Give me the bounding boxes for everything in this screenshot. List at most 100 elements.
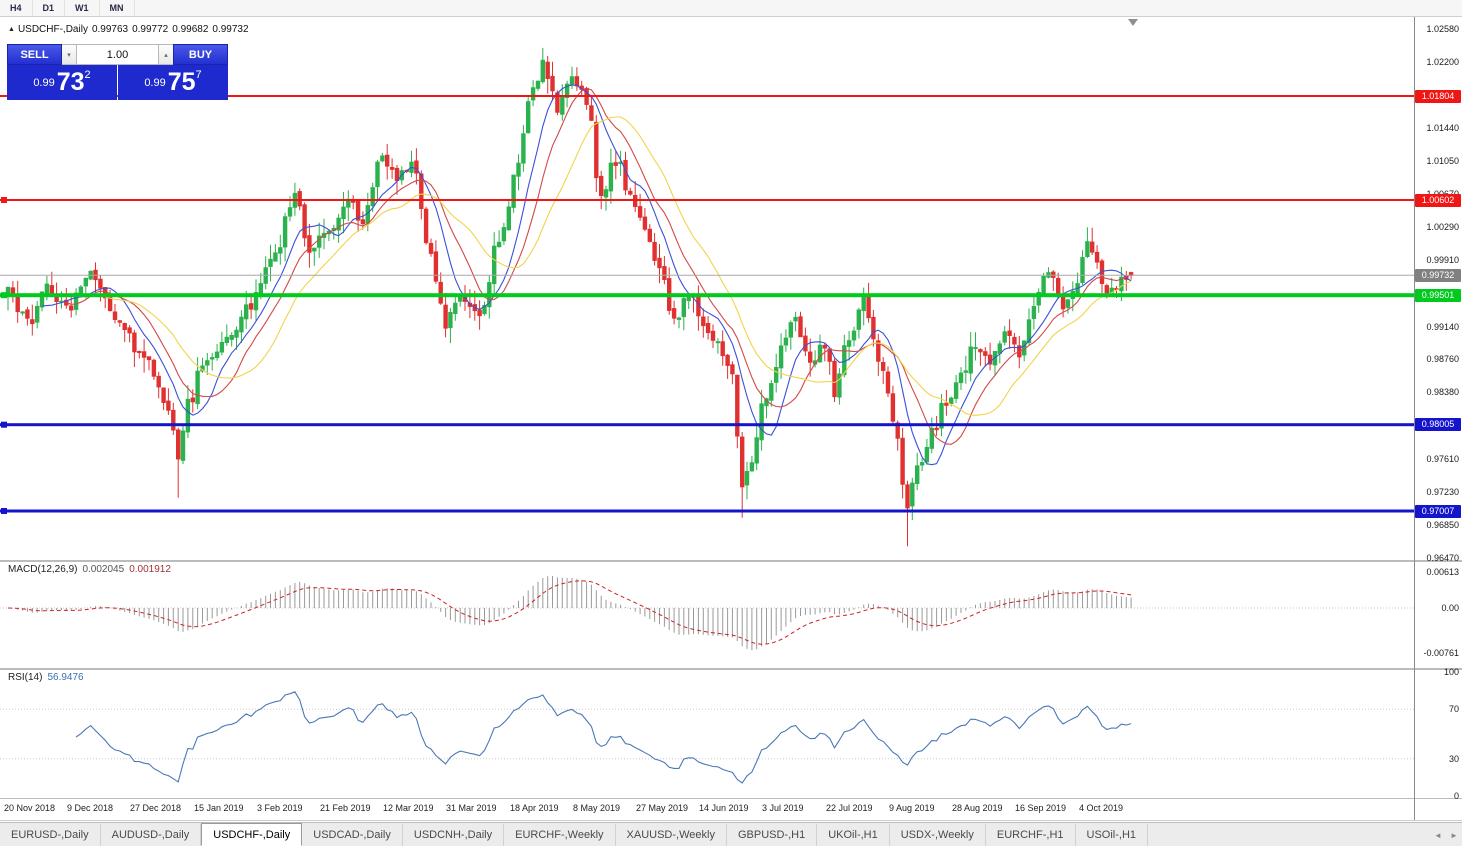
date-label: 20 Nov 2018 bbox=[4, 803, 56, 813]
sell-price-prefix: 0.99 bbox=[33, 76, 55, 89]
date-label: 9 Aug 2019 bbox=[889, 803, 935, 813]
price-tick: 1.00290 bbox=[1426, 222, 1459, 232]
volume-increase-button[interactable]: ▴ bbox=[159, 44, 173, 65]
buy-button[interactable]: BUY bbox=[173, 44, 228, 65]
ma-line-21 bbox=[105, 116, 1132, 416]
buy-price-pipette: 7 bbox=[195, 69, 202, 81]
symbol-tab-usdchf[interactable]: USDCHF-,Daily bbox=[201, 823, 303, 846]
buy-price-prefix: 0.99 bbox=[144, 76, 166, 89]
price-tick: 1.02580 bbox=[1426, 23, 1459, 34]
ohlc-open: 0.99763 bbox=[91, 24, 129, 35]
symbol-tab-usdcad[interactable]: USDCAD-,Daily bbox=[302, 824, 403, 846]
date-label: 14 Jun 2019 bbox=[699, 803, 749, 813]
buy-price-display[interactable]: 0.99 75 7 bbox=[118, 65, 228, 100]
timeframe-button-mn[interactable]: MN bbox=[100, 0, 135, 16]
symbol-tab-audusd[interactable]: AUDUSD-,Daily bbox=[101, 824, 202, 846]
symbol-tab-usdcnh[interactable]: USDCNH-,Daily bbox=[403, 824, 505, 846]
symbol-tabbar: EURUSD-,Daily AUDUSD-,Daily USDCHF-,Daily U… bbox=[0, 822, 1462, 846]
sell-price-pipette: 2 bbox=[84, 69, 91, 81]
symbol-tab-usoil[interactable]: USOil-,H1 bbox=[1076, 824, 1149, 846]
volume-input[interactable] bbox=[76, 44, 159, 65]
price-line-badge: 1.01804 bbox=[1415, 89, 1461, 103]
macd-label: MACD(12,26,9) 0.002045 0.001912 bbox=[8, 564, 171, 575]
sell-price-big: 73 bbox=[56, 68, 85, 96]
rsi-line bbox=[75, 691, 1132, 784]
macd-histogram bbox=[12, 576, 1132, 651]
macd-indicator bbox=[0, 576, 1414, 651]
price-tick: 0.98760 bbox=[1426, 354, 1459, 365]
symbol-tab-xauusd[interactable]: XAUUSD-,Weekly bbox=[616, 824, 727, 846]
date-label: 3 Jul 2019 bbox=[762, 803, 804, 813]
timeframe-button-h4[interactable]: H4 bbox=[0, 0, 33, 16]
price-tick: 0.98380 bbox=[1426, 387, 1459, 398]
line-handle[interactable] bbox=[1, 421, 7, 428]
chart-shift-marker-icon bbox=[1128, 19, 1138, 26]
date-label: 3 Feb 2019 bbox=[257, 803, 303, 813]
ma-line-13 bbox=[66, 87, 1132, 445]
line-handle[interactable] bbox=[1, 292, 7, 299]
line-handle[interactable] bbox=[1, 508, 7, 514]
volume-decrease-button[interactable]: ▾ bbox=[62, 44, 76, 65]
horizontal-line[interactable] bbox=[0, 293, 1414, 298]
date-label: 12 Mar 2019 bbox=[383, 803, 434, 813]
rsi-axis-tick: 100 bbox=[1443, 667, 1459, 677]
tab-scroll-left-icon[interactable]: ◄ bbox=[1430, 824, 1446, 846]
moving-average-lines bbox=[41, 84, 1132, 466]
macd-signal-line bbox=[7, 580, 1132, 645]
price-tick: 0.99140 bbox=[1426, 321, 1459, 332]
price-tick: 0.97230 bbox=[1426, 486, 1459, 497]
symbol-tab-eurchf[interactable]: EURCHF-,Weekly bbox=[504, 824, 616, 846]
macd-main-value: 0.002045 bbox=[82, 564, 125, 575]
buy-price-big: 75 bbox=[167, 68, 196, 96]
price-tick: 0.99910 bbox=[1426, 254, 1459, 265]
price-tick: 0.96850 bbox=[1426, 519, 1459, 530]
macd-axis-tick: -0.00761 bbox=[1423, 648, 1459, 658]
current-price-badge: 0.99732 bbox=[1415, 268, 1461, 282]
tab-scroll-right-icon[interactable]: ► bbox=[1446, 824, 1462, 846]
symbol-tab-ukoil[interactable]: UKOil-,H1 bbox=[817, 824, 890, 846]
symbol-tab-eurusd[interactable]: EURUSD-,Daily bbox=[0, 824, 101, 846]
price-tick: 1.01050 bbox=[1426, 156, 1459, 167]
price-line-badge: 0.97007 bbox=[1415, 504, 1461, 518]
rsi-axis-tick: 0 bbox=[1453, 791, 1459, 801]
timeframe-button-w1[interactable]: W1 bbox=[65, 0, 100, 16]
price-tick: 1.02200 bbox=[1426, 56, 1459, 67]
date-label: 8 May 2019 bbox=[573, 803, 621, 813]
horizontal-line[interactable] bbox=[0, 95, 1414, 97]
expand-icon: ▲ bbox=[8, 26, 15, 33]
horizontal-lines bbox=[0, 95, 1414, 514]
sell-price-display[interactable]: 0.99 73 2 bbox=[7, 65, 117, 100]
timeframe-toolbar: H4 D1 W1 MN bbox=[0, 0, 1462, 17]
date-label: 22 Jul 2019 bbox=[826, 803, 873, 813]
line-handle[interactable] bbox=[1, 197, 7, 203]
one-click-trading-panel: SELL ▾ ▴ BUY 0.99 73 2 0.99 75 7 bbox=[7, 44, 228, 100]
sell-button[interactable]: SELL bbox=[7, 44, 62, 65]
price-line-badge: 0.99501 bbox=[1415, 288, 1461, 302]
horizontal-line[interactable] bbox=[0, 423, 1414, 427]
date-label: 18 Apr 2019 bbox=[510, 803, 559, 813]
date-label: 28 Aug 2019 bbox=[952, 803, 1003, 813]
date-label: 31 Mar 2019 bbox=[446, 803, 497, 813]
price-tick: 1.01440 bbox=[1426, 122, 1459, 133]
macd-signal-value: 0.001912 bbox=[129, 564, 171, 575]
symbol-tab-gbpusd[interactable]: GBPUSD-,H1 bbox=[727, 824, 818, 846]
ma-line-8 bbox=[41, 84, 1132, 466]
macd-axis-tick: 0.00613 bbox=[1426, 567, 1459, 577]
date-label: 16 Sep 2019 bbox=[1015, 803, 1067, 813]
ohlc-high: 0.99772 bbox=[132, 24, 169, 35]
date-label: 15 Jan 2019 bbox=[194, 803, 244, 813]
price-line-badge: 0.98005 bbox=[1415, 418, 1461, 432]
horizontal-line[interactable] bbox=[0, 509, 1414, 513]
symbol-tab-usdx[interactable]: USDX-,Weekly bbox=[890, 824, 986, 846]
symbol-tab-eurchf[interactable]: EURCHF-,H1 bbox=[986, 824, 1076, 846]
horizontal-line[interactable] bbox=[0, 199, 1414, 201]
chart-info: ▲ USDCHF-,Daily 0.99763 0.99772 0.99682 0.997… bbox=[8, 24, 253, 35]
chart-symbol-label: USDCHF-,Daily bbox=[17, 24, 88, 35]
price-line-badge: 1.00602 bbox=[1415, 193, 1461, 207]
ohlc-low: 0.99682 bbox=[172, 24, 209, 35]
rsi-value: 56.9476 bbox=[47, 672, 84, 683]
chart-chrome bbox=[0, 17, 1462, 821]
date-label: 27 May 2019 bbox=[636, 803, 689, 813]
timeframe-button-d1[interactable]: D1 bbox=[33, 0, 66, 16]
